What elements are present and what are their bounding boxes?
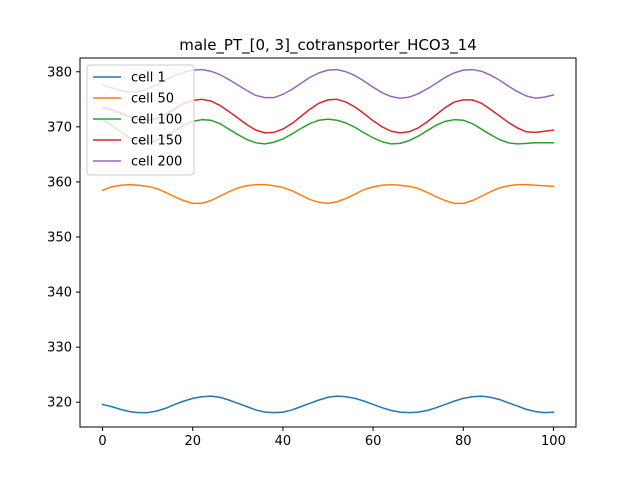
x-tick-label-3: 60 xyxy=(365,434,382,449)
y-tick-label-1: 330 xyxy=(47,341,72,356)
y-axis: 320 330 340 350 360 370 380 xyxy=(47,65,80,411)
legend-label-2: cell 100 xyxy=(131,113,182,128)
y-tick-label-6: 380 xyxy=(47,65,72,80)
y-tick-label-0: 320 xyxy=(47,396,72,411)
legend-label-1: cell 50 xyxy=(131,92,174,107)
legend: cell 1 cell 50 cell 100 cell 150 cell 200 xyxy=(86,64,195,176)
x-tick-label-2: 40 xyxy=(275,434,292,449)
x-tick-label-0: 0 xyxy=(98,434,106,449)
legend-box xyxy=(86,64,195,176)
plot-frame xyxy=(79,57,577,428)
y-tick-label-2: 340 xyxy=(47,286,72,301)
x-tick-label-5: 100 xyxy=(541,434,566,449)
x-tick-label-4: 80 xyxy=(455,434,472,449)
legend-label-4: cell 200 xyxy=(131,155,182,170)
y-tick-label-4: 360 xyxy=(47,175,72,190)
x-axis: 0 20 40 60 80 100 xyxy=(98,427,566,449)
legend-label-3: cell 150 xyxy=(131,134,182,149)
y-tick-label-3: 350 xyxy=(47,230,72,245)
y-tick-label-5: 370 xyxy=(47,120,72,135)
x-tick-label-1: 20 xyxy=(184,434,201,449)
chart-title: male_PT_[0, 3]_cotransporter_HCO3_14 xyxy=(179,36,477,55)
legend-label-0: cell 1 xyxy=(131,71,166,86)
series-line-1 xyxy=(101,183,555,205)
series-line-0 xyxy=(101,395,555,414)
